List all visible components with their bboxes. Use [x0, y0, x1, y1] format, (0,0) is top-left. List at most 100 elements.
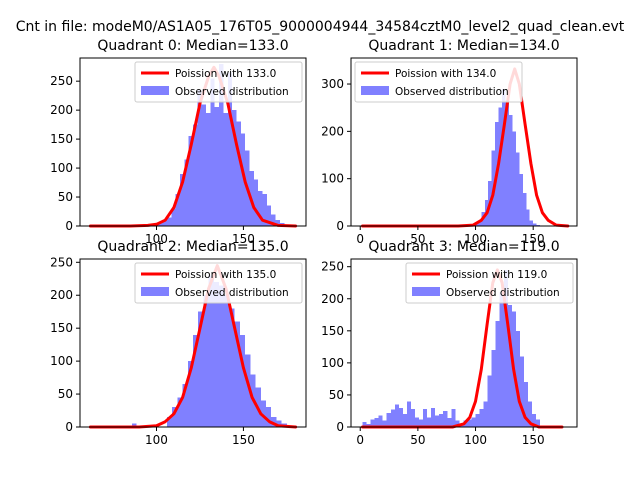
- quadrant-0-xtick-label: 150: [232, 232, 255, 246]
- quadrant-3-hist-bar: [402, 414, 407, 427]
- quadrant-3-hist-bar: [479, 409, 484, 427]
- quadrant-3-ytick-label: 0: [336, 420, 344, 434]
- quadrant-2-title: Quadrant 2: Median=135.0: [97, 239, 288, 255]
- quadrant-1-legend-bar-swatch: [361, 86, 389, 95]
- quadrant-3-xtick-label: 100: [464, 433, 487, 447]
- quadrant-0-ytick-label: 0: [65, 219, 73, 233]
- quadrant-3-hist-bar: [475, 414, 480, 427]
- quadrant-0-legend: Poission with 133.0 Observed distribution: [134, 61, 303, 103]
- quadrant-3-hist-bar: [455, 420, 460, 427]
- quadrant-0-hist-bar: [201, 104, 207, 226]
- quadrant-3-xtick-label: 150: [522, 433, 545, 447]
- quadrant-0-hist-bar: [223, 113, 228, 226]
- quadrant-3-hist-bar: [483, 401, 488, 427]
- quadrant-1-legend-box: [354, 61, 523, 103]
- quadrant-0-hist-bar: [214, 107, 220, 226]
- quadrant-1-hist-bar: [508, 114, 513, 226]
- quadrant-3-legend-bar-label: Observed distribution: [446, 287, 560, 299]
- quadrant-3-hist-bar: [410, 409, 415, 427]
- quadrant-0-hist-bar: [210, 78, 215, 226]
- quadrant-2-hist-bar: [132, 423, 137, 427]
- quadrant-0-hist-bar: [258, 191, 263, 226]
- quadrant-0-hist-bar: [236, 121, 241, 226]
- quadrant-1-xtick-label: 150: [522, 232, 545, 246]
- quadrant-1-ytick-label: 100: [321, 172, 344, 186]
- quadrant-0-axes-frame: [79, 57, 307, 227]
- quadrant-2-hist-bar: [260, 400, 267, 427]
- quadrant-2-legend-bar-label: Observed distribution: [175, 287, 289, 299]
- quadrant-1-xtick-label: 50: [410, 232, 425, 246]
- quadrant-2-hist-bar: [219, 285, 225, 427]
- quadrant-0-hist-bar: [262, 194, 267, 226]
- quadrant-3-hist-bar: [414, 417, 420, 427]
- quadrant-0-hist-bar: [158, 222, 163, 226]
- quadrant-3-legend: Poission with 119.0 Observed distribution: [405, 262, 574, 304]
- quadrant-3-hist-bar: [431, 407, 436, 427]
- quadrant-2-hist-bar: [208, 275, 214, 427]
- quadrant-3-hist-bar: [423, 409, 428, 427]
- quadrant-3-xtick-label: 0: [356, 433, 364, 447]
- quadrant-2-xtick-label: 150: [232, 433, 255, 447]
- quadrant-3-hist-bar: [536, 419, 541, 427]
- quadrant-2-hist-bar: [229, 308, 235, 427]
- quadrant-3-hist-bar: [374, 418, 379, 427]
- quadrant-0-hist-bar: [171, 208, 176, 226]
- quadrant-0-hist-bar: [188, 136, 193, 226]
- quadrant-0-hist-bar: [175, 194, 180, 226]
- quadrant-0-hist-bar: [227, 72, 233, 226]
- quadrant-1-hist-bar: [502, 88, 506, 227]
- quadrant-3-legend-bar-swatch: [412, 287, 440, 296]
- quadrant-2-hist-bar: [198, 311, 204, 427]
- quadrant-3-hist-bar: [398, 407, 403, 427]
- quadrant-2-legend-box: [134, 262, 303, 304]
- quadrant-2-axes-frame: [79, 258, 307, 428]
- quadrant-3-ytick-label: 50: [329, 388, 344, 402]
- quadrant-2-hist-bar: [172, 407, 178, 427]
- quadrant-0-ytick-label: 100: [50, 161, 73, 175]
- quadrant-3-title: Quadrant 3: Median=119.0: [368, 239, 559, 255]
- quadrant-0-ytick-label: 150: [50, 132, 73, 146]
- quadrant-0-ytick-label: 200: [50, 103, 73, 117]
- quadrant-3-hist-bar: [491, 350, 496, 427]
- quadrant-0-hist-bar: [166, 217, 172, 226]
- quadrant-3-hist-bar: [378, 415, 383, 427]
- quadrant-0-ytick-label: 50: [58, 190, 73, 204]
- quadrant-3-axes-frame: [350, 258, 578, 428]
- quadrant-3-plot: Quadrant 3: Median=119.0 0 50 100 150 0 50 100 1…: [321, 239, 578, 447]
- quadrant-2-hist-bar: [187, 361, 193, 427]
- quadrant-3-ytick-label: 250: [321, 260, 344, 274]
- quadrant-3-hist-bar: [499, 292, 504, 427]
- quadrant-3-ytick-label: 150: [321, 324, 344, 338]
- quadrant-1-hist-bar: [515, 152, 520, 226]
- quadrant-0-hist-bar: [206, 113, 211, 226]
- quadrant-2-hist-bar: [224, 295, 230, 427]
- quadrant-0-hist-bar: [219, 63, 224, 226]
- quadrant-2-plot: Quadrant 2: Median=135.0 100 150 0 50 100 150 2…: [50, 239, 307, 447]
- quadrant-3-hist-bar: [467, 419, 472, 427]
- quadrant-1-xtick-label: 100: [464, 232, 487, 246]
- quadrant-0-legend-box: [134, 61, 303, 103]
- quadrant-0-hist-bar: [179, 173, 185, 226]
- quadrant-0-ytick-label: 250: [50, 74, 73, 88]
- quadrant-2-ytick-label: 200: [50, 288, 73, 302]
- quadrant-2-hist-bar: [234, 321, 240, 427]
- quadrant-0-hist-bar: [162, 220, 167, 226]
- quadrant-3-ytick-label: 200: [321, 292, 344, 306]
- quadrant-0-hist-bar: [184, 159, 189, 226]
- quadrant-3-hist-bar: [394, 404, 399, 427]
- quadrant-1-ytick-label: 200: [321, 124, 344, 138]
- quadrant-0-plot: Quadrant 0: Median=133.0 100 150 0 50 100 150 2…: [50, 38, 307, 246]
- quadrant-3-hist-bar: [451, 409, 456, 427]
- quadrant-3-ytick-label: 100: [321, 356, 344, 370]
- quadrant-2-hist-bar: [182, 384, 188, 427]
- quadrant-1-hist-bar: [526, 209, 530, 226]
- quadrant-1-hist-bar: [533, 223, 537, 226]
- quadrant-3-hist-bar: [495, 321, 500, 427]
- quadrant-3-hist-bar: [503, 269, 508, 427]
- quadrant-2-hist-bar: [166, 417, 173, 427]
- quadrant-0-legend-bar-swatch: [141, 86, 169, 95]
- quadrant-3-xtick-label: 50: [410, 433, 425, 447]
- quadrant-3-hist-bar: [507, 305, 512, 427]
- quadrant-0-hist-bar: [193, 124, 198, 226]
